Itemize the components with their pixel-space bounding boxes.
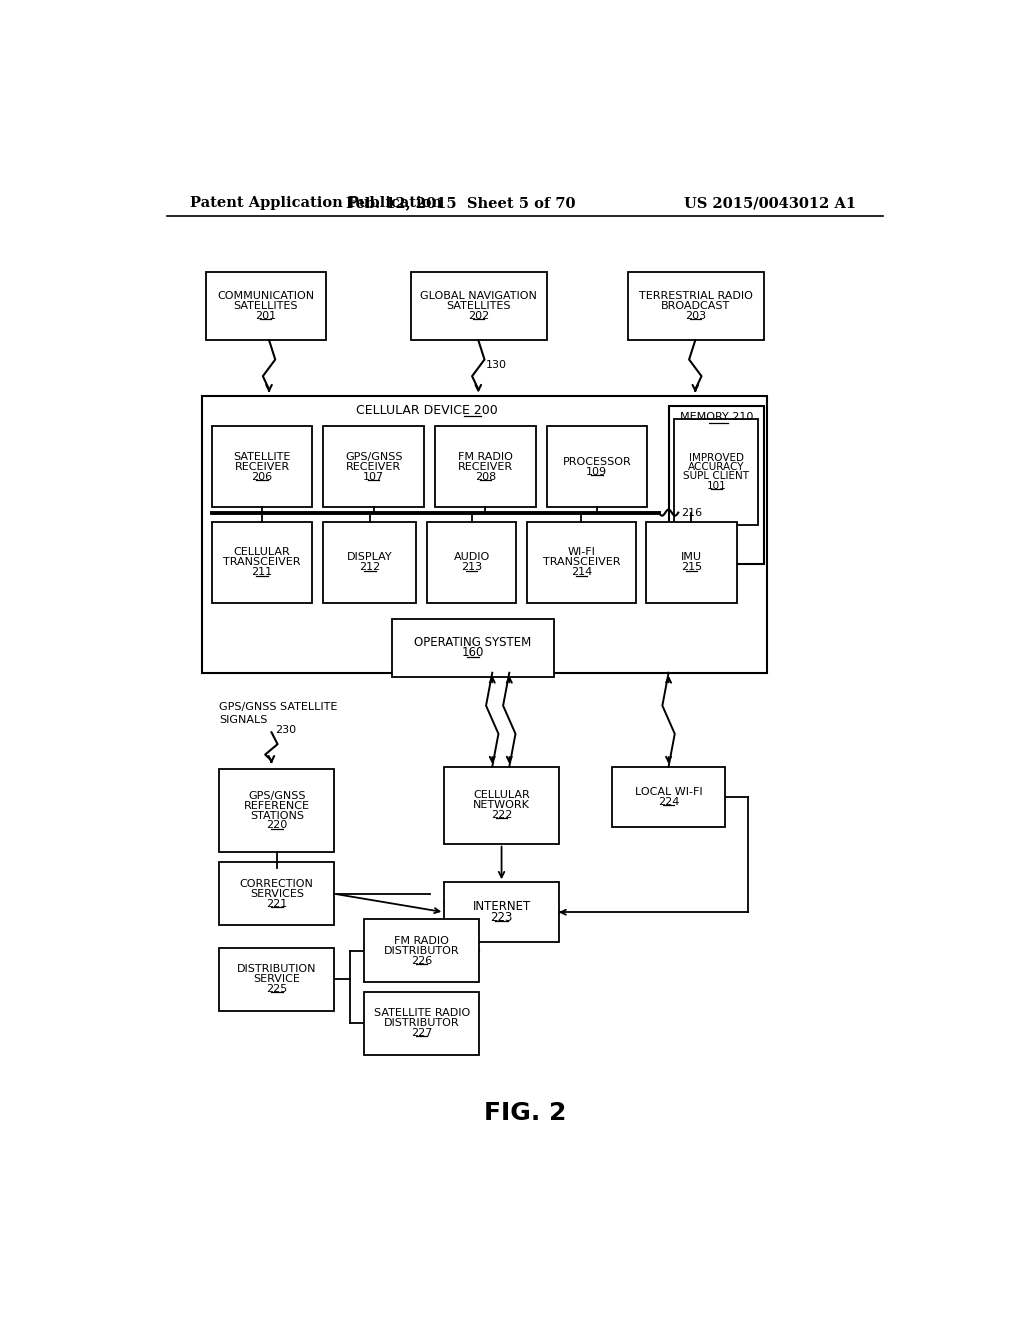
- Bar: [612, 767, 725, 826]
- Text: 107: 107: [364, 471, 384, 482]
- Text: CORRECTION: CORRECTION: [240, 879, 313, 888]
- Text: 221: 221: [266, 899, 288, 908]
- Text: 203: 203: [685, 312, 707, 321]
- Text: Feb. 12, 2015  Sheet 5 of 70: Feb. 12, 2015 Sheet 5 of 70: [346, 197, 575, 210]
- Text: 212: 212: [359, 562, 381, 572]
- Bar: [527, 521, 636, 603]
- Text: BROADCAST: BROADCAST: [662, 301, 730, 312]
- Text: MEMORY 210: MEMORY 210: [680, 412, 753, 422]
- Text: 223: 223: [490, 911, 513, 924]
- Bar: [411, 272, 547, 341]
- Text: TRANSCEIVER: TRANSCEIVER: [223, 557, 301, 568]
- Text: GPS/GNSS: GPS/GNSS: [345, 451, 402, 462]
- Text: OPERATING SYSTEM: OPERATING SYSTEM: [415, 636, 531, 649]
- Text: FIG. 2: FIG. 2: [483, 1101, 566, 1125]
- Text: 213: 213: [461, 562, 482, 572]
- Bar: [365, 991, 479, 1055]
- Text: RECEIVER: RECEIVER: [458, 462, 513, 471]
- Text: 225: 225: [266, 985, 288, 994]
- Bar: [324, 521, 417, 603]
- Text: SERVICES: SERVICES: [250, 888, 304, 899]
- Text: DISTRIBUTOR: DISTRIBUTOR: [384, 1018, 460, 1028]
- Bar: [444, 767, 559, 843]
- Text: INTERNET: INTERNET: [472, 900, 530, 913]
- Bar: [646, 521, 737, 603]
- Text: SERVICE: SERVICE: [253, 974, 300, 985]
- Text: 206: 206: [252, 471, 272, 482]
- Text: 220: 220: [266, 820, 288, 830]
- Bar: [628, 272, 764, 341]
- Bar: [435, 426, 536, 507]
- Text: DISTRIBUTION: DISTRIBUTION: [237, 965, 316, 974]
- Bar: [391, 619, 554, 677]
- Bar: [324, 426, 424, 507]
- Text: WI-FI: WI-FI: [567, 548, 595, 557]
- Bar: [675, 418, 758, 525]
- Bar: [219, 770, 334, 853]
- Text: DISTRIBUTOR: DISTRIBUTOR: [384, 945, 460, 956]
- Text: GPS/GNSS SATELLITE
SIGNALS: GPS/GNSS SATELLITE SIGNALS: [219, 702, 338, 725]
- Text: SATELLITES: SATELLITES: [446, 301, 511, 312]
- Text: 230: 230: [275, 725, 296, 735]
- Text: 201: 201: [255, 312, 276, 321]
- Text: CELLULAR: CELLULAR: [473, 791, 530, 800]
- Text: CELLULAR DEVICE 200: CELLULAR DEVICE 200: [355, 404, 498, 417]
- Text: ACCURACY: ACCURACY: [688, 462, 744, 473]
- Bar: [202, 396, 767, 673]
- Bar: [206, 272, 326, 341]
- Bar: [547, 426, 647, 507]
- Bar: [444, 882, 559, 942]
- Bar: [219, 948, 334, 1011]
- Bar: [212, 521, 312, 603]
- Text: US 2015/0043012 A1: US 2015/0043012 A1: [684, 197, 856, 210]
- Text: 202: 202: [468, 312, 489, 321]
- Text: 109: 109: [587, 467, 607, 477]
- Text: RECEIVER: RECEIVER: [234, 462, 290, 471]
- Text: IMU: IMU: [681, 552, 701, 562]
- Text: 222: 222: [490, 810, 512, 820]
- Text: SATELLITES: SATELLITES: [233, 301, 298, 312]
- Text: 101: 101: [707, 480, 726, 491]
- Text: AUDIO: AUDIO: [454, 552, 489, 562]
- Text: SATELLITE RADIO: SATELLITE RADIO: [374, 1008, 470, 1018]
- Text: NETWORK: NETWORK: [473, 800, 530, 810]
- Text: SUPL CLIENT: SUPL CLIENT: [683, 471, 750, 482]
- Text: SATELLITE: SATELLITE: [233, 451, 291, 462]
- Text: 226: 226: [411, 956, 432, 966]
- Text: PROCESSOR: PROCESSOR: [562, 457, 631, 467]
- Text: 160: 160: [462, 647, 484, 660]
- Bar: [669, 407, 764, 564]
- Text: COMMUNICATION: COMMUNICATION: [217, 292, 314, 301]
- Text: 216: 216: [681, 508, 702, 517]
- Text: TRANSCEIVER: TRANSCEIVER: [543, 557, 621, 568]
- Text: FM RADIO: FM RADIO: [394, 936, 450, 946]
- Text: 215: 215: [681, 562, 702, 572]
- Text: TERRESTRIAL RADIO: TERRESTRIAL RADIO: [639, 292, 753, 301]
- Text: STATIONS: STATIONS: [250, 810, 304, 821]
- Text: 211: 211: [252, 568, 272, 577]
- Text: GPS/GNSS: GPS/GNSS: [248, 791, 305, 801]
- Text: 208: 208: [475, 471, 496, 482]
- Text: IMPROVED: IMPROVED: [689, 453, 743, 463]
- Text: DISPLAY: DISPLAY: [347, 552, 392, 562]
- Text: FM RADIO: FM RADIO: [458, 451, 513, 462]
- Text: CELLULAR: CELLULAR: [233, 548, 291, 557]
- Bar: [219, 862, 334, 925]
- Bar: [212, 426, 312, 507]
- Text: 130: 130: [486, 360, 507, 370]
- Bar: [427, 521, 516, 603]
- Text: 214: 214: [570, 568, 592, 577]
- Text: REFERENCE: REFERENCE: [244, 801, 310, 810]
- Text: 227: 227: [411, 1028, 432, 1038]
- Text: RECEIVER: RECEIVER: [346, 462, 401, 471]
- Text: Patent Application Publication: Patent Application Publication: [190, 197, 442, 210]
- Text: GLOBAL NAVIGATION: GLOBAL NAVIGATION: [420, 292, 538, 301]
- Bar: [365, 919, 479, 982]
- Text: LOCAL WI-FI: LOCAL WI-FI: [635, 787, 702, 797]
- Text: 224: 224: [657, 797, 679, 807]
